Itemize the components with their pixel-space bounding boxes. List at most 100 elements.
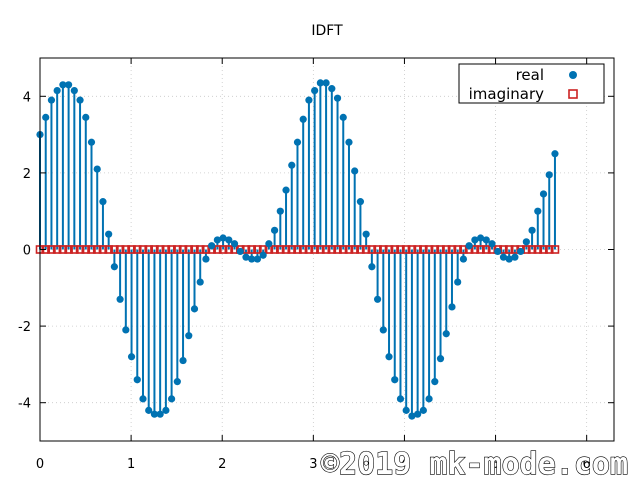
- imaginary-point: [321, 245, 331, 254]
- real-point: [253, 255, 262, 263]
- real-point: [276, 207, 284, 215]
- real-point: [494, 247, 502, 256]
- imaginary-point: [327, 245, 337, 254]
- real-point: [168, 395, 176, 403]
- imaginary-point: [293, 245, 302, 254]
- real-point: [534, 207, 542, 215]
- chart-title: IDFT: [311, 23, 343, 39]
- imaginary-point: [430, 245, 440, 254]
- imaginary-point: [459, 245, 468, 254]
- y-tick-label: 2: [23, 167, 31, 182]
- real-point: [122, 326, 130, 334]
- real-point: [322, 79, 330, 87]
- real-point: [185, 332, 193, 340]
- real-point: [76, 96, 84, 104]
- real-point: [333, 94, 342, 102]
- real-point: [299, 115, 307, 123]
- real-point: [351, 167, 359, 175]
- imaginary-point: [396, 245, 405, 254]
- imaginary-point: [52, 245, 62, 254]
- real-point: [213, 236, 221, 244]
- real-point: [265, 240, 273, 248]
- real-point: [65, 81, 73, 89]
- legend-imaginary-label: imaginary: [469, 85, 545, 103]
- imaginary-point: [155, 245, 165, 254]
- imaginary-point: [184, 245, 194, 254]
- real-point: [270, 226, 279, 234]
- real-point: [414, 410, 422, 418]
- real-point: [339, 113, 347, 121]
- real-point: [471, 236, 479, 244]
- ticks-layer: [39, 58, 614, 441]
- real-point: [511, 253, 519, 261]
- imaginary-point: [150, 245, 159, 254]
- real-point: [133, 376, 141, 384]
- imaginary-point: [213, 245, 222, 254]
- real-point: [488, 240, 496, 248]
- imaginary-point: [81, 245, 91, 254]
- imaginary-point: [287, 245, 297, 254]
- real-point: [522, 238, 530, 246]
- real-point: [311, 86, 319, 95]
- real-point: [408, 412, 416, 420]
- real-point: [116, 295, 124, 303]
- imaginary-point: [201, 245, 211, 254]
- real-point: [236, 247, 244, 256]
- real-point: [173, 378, 181, 386]
- real-point: [356, 198, 365, 206]
- imaginary-point: [92, 245, 102, 254]
- real-point: [482, 236, 490, 244]
- imaginary-point: [281, 245, 291, 254]
- imaginary-point: [333, 245, 342, 254]
- imaginary-point: [356, 245, 365, 254]
- real-point: [42, 113, 50, 121]
- real-point: [316, 79, 324, 87]
- imaginary-point: [350, 245, 359, 254]
- imaginary-point: [401, 245, 411, 254]
- real-point: [162, 406, 170, 414]
- imaginary-point: [161, 245, 171, 254]
- imaginary-point: [504, 245, 514, 254]
- watermark: ©2019 mk-mode.com: [321, 447, 628, 480]
- real-point: [379, 326, 387, 334]
- real-point: [476, 234, 485, 242]
- y-tick-label: 4: [23, 90, 31, 105]
- imaginary-point: [424, 245, 434, 254]
- real-point: [225, 236, 233, 244]
- real-point: [179, 356, 187, 365]
- x-tick-label: 5: [491, 457, 499, 472]
- real-point: [53, 86, 61, 95]
- imaginary-point: [138, 245, 148, 254]
- imaginary-point: [453, 245, 462, 254]
- imaginary-point: [367, 245, 377, 254]
- imaginary-point: [379, 245, 388, 254]
- real-point: [373, 295, 382, 303]
- x-tick-label: 3: [309, 457, 317, 472]
- real-point: [82, 113, 90, 121]
- imaginary-point: [476, 245, 485, 254]
- real-point: [139, 395, 147, 403]
- real-point: [293, 138, 302, 146]
- imaginary-point: [247, 245, 257, 254]
- x-tick-label: 6: [583, 457, 591, 472]
- x-tick-label: 2: [218, 457, 226, 472]
- real-point: [436, 355, 445, 363]
- real-point: [202, 255, 210, 263]
- imaginary-point: [218, 245, 228, 254]
- real-point: [248, 255, 256, 263]
- imaginary-point: [58, 245, 68, 254]
- real-point: [454, 278, 462, 286]
- legend: real imaginary: [458, 63, 605, 104]
- imaginary-point: [310, 245, 319, 254]
- imaginary-point: [167, 245, 176, 254]
- real-point: [282, 186, 290, 194]
- real-point: [545, 171, 553, 179]
- y-tick-label: -2: [18, 320, 31, 335]
- imaginary-point: [407, 245, 417, 254]
- real-point: [47, 96, 56, 104]
- imaginary-point: [316, 245, 325, 254]
- imaginary-point: [98, 245, 108, 254]
- imaginary-point: [64, 245, 73, 254]
- real-point: [145, 406, 153, 414]
